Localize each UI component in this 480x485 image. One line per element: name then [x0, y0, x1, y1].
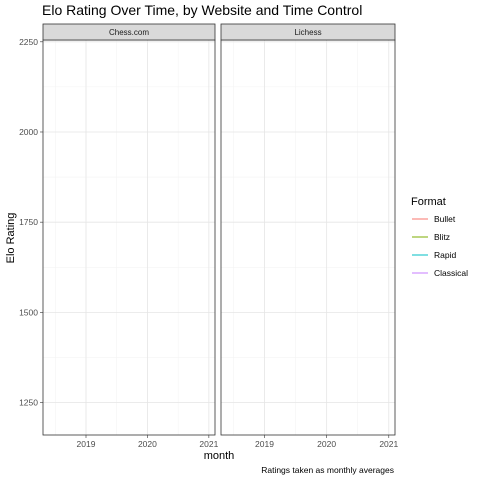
facet-panel: 2019 2020 2021 Lichess: [220, 23, 399, 449]
panel-background: [43, 40, 215, 435]
x-tick-label: 2020: [317, 439, 336, 449]
legend-item: Blitz: [412, 232, 450, 242]
x-tick-label: 2021: [199, 439, 218, 449]
y-tick-label: 1750: [19, 217, 38, 227]
facet-strip-label: Chess.com: [109, 28, 149, 37]
legend-item: Bullet: [412, 214, 456, 224]
legend: Format Bullet Blitz Rapid Classical: [411, 196, 468, 278]
x-tick-label: 2020: [138, 439, 157, 449]
legend-label: Blitz: [434, 232, 450, 242]
chart-title: Elo Rating Over Time, by Website and Tim…: [42, 2, 362, 18]
y-axis-title: Elo Rating: [5, 213, 17, 264]
facet-strip: [42, 23, 216, 41]
legend-label: Classical: [434, 268, 468, 278]
x-tick-label: 2019: [77, 439, 96, 449]
y-tick-label: 2000: [19, 127, 38, 137]
legend-item: Classical: [412, 268, 468, 278]
y-tick-label: 2250: [19, 37, 38, 47]
y-tick-label: 1250: [19, 398, 38, 408]
panel-background: [221, 40, 395, 435]
chart-caption: Ratings taken as monthly averages: [261, 465, 394, 475]
legend-label: Bullet: [434, 214, 456, 224]
legend-title: Format: [411, 196, 446, 208]
legend-label: Rapid: [434, 250, 456, 260]
legend-item: Rapid: [412, 250, 456, 260]
x-tick-label: 2019: [255, 439, 274, 449]
facet-panel: 2019 2020 2021 Chess.com: [42, 23, 219, 449]
x-tick-label: 2021: [379, 439, 398, 449]
facet-strip: [220, 23, 396, 41]
x-axis-title: month: [204, 450, 235, 462]
y-tick-label: 1500: [19, 307, 38, 317]
facet-strip-label: Lichess: [294, 28, 321, 37]
